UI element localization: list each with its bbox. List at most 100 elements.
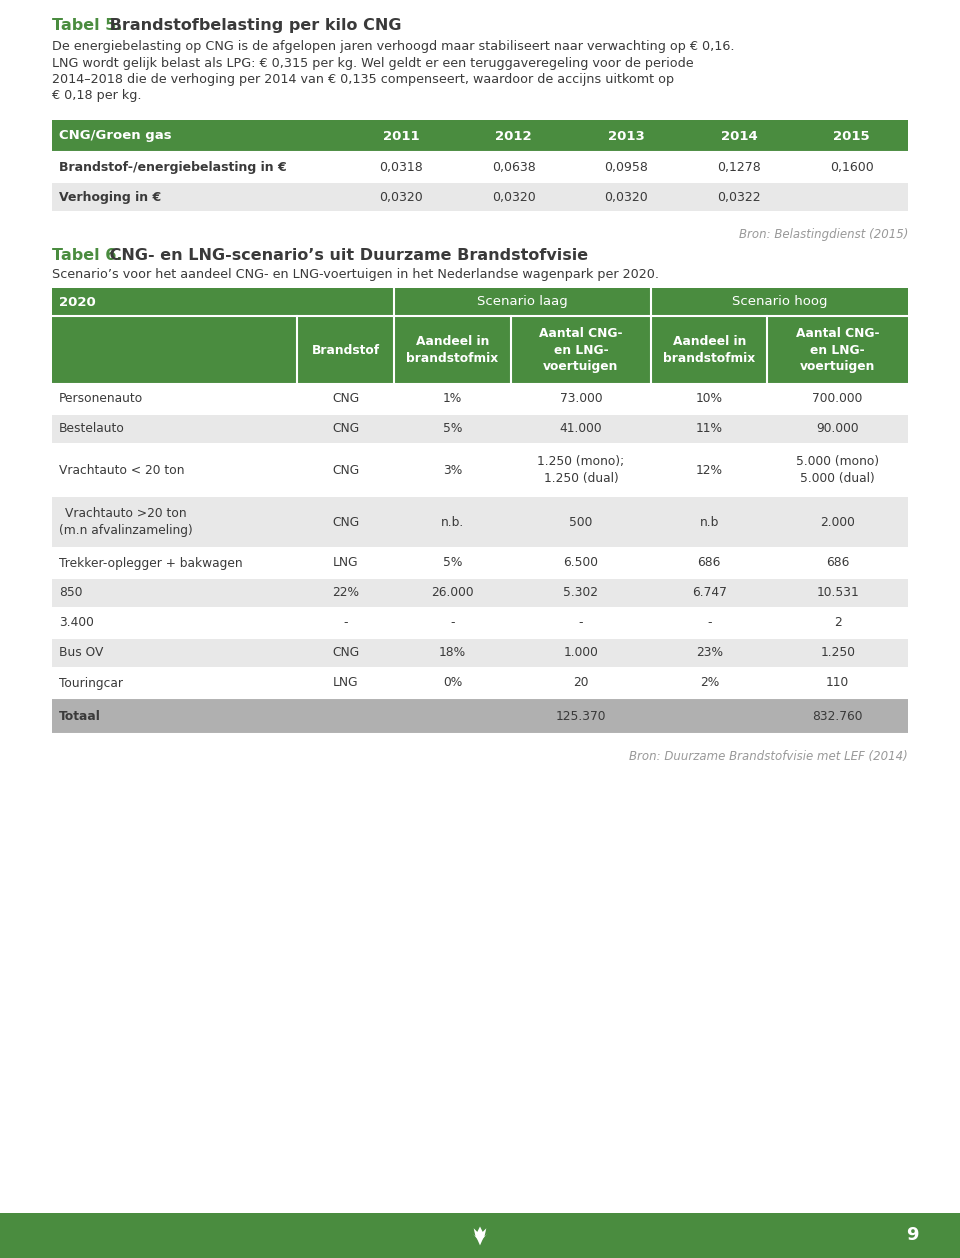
Text: 22%: 22% — [332, 586, 359, 600]
Text: 3%: 3% — [443, 463, 462, 477]
Text: Aantal CNG-
en LNG-
voertuigen: Aantal CNG- en LNG- voertuigen — [796, 327, 879, 374]
Text: 0,1600: 0,1600 — [829, 161, 874, 174]
Text: LNG: LNG — [333, 677, 358, 689]
Bar — [345, 182, 458, 213]
Text: Totaal: Totaal — [59, 710, 101, 722]
Text: Touringcar: Touringcar — [59, 677, 123, 689]
Text: 10.531: 10.531 — [816, 586, 859, 600]
Bar — [52, 120, 345, 152]
Text: 832.760: 832.760 — [812, 710, 863, 722]
Text: Bron: Belastingdienst (2015): Bron: Belastingdienst (2015) — [738, 228, 908, 242]
Text: 18%: 18% — [439, 647, 466, 659]
Bar — [458, 182, 570, 213]
Bar — [683, 120, 796, 152]
Text: 5%: 5% — [443, 556, 462, 570]
Text: Brandstof-/energiebelasting in €: Brandstof-/energiebelasting in € — [59, 161, 287, 174]
Bar — [683, 152, 796, 182]
Bar — [570, 152, 683, 182]
Text: Tabel 5.: Tabel 5. — [52, 18, 123, 33]
Bar — [345, 120, 458, 152]
Text: CNG: CNG — [332, 463, 359, 477]
Text: 686: 686 — [826, 556, 850, 570]
Text: 0%: 0% — [443, 677, 462, 689]
Text: 0,0638: 0,0638 — [492, 161, 536, 174]
Text: 12%: 12% — [696, 463, 723, 477]
Text: Scenario hoog: Scenario hoog — [732, 296, 828, 308]
Bar — [52, 384, 908, 414]
Bar — [52, 444, 908, 496]
Text: 3.400: 3.400 — [59, 616, 94, 629]
Bar — [52, 152, 345, 182]
Text: 23%: 23% — [696, 647, 723, 659]
Text: 41.000: 41.000 — [560, 423, 602, 435]
Text: Bestelauto: Bestelauto — [59, 423, 125, 435]
Text: Aandeel in
brandstofmix: Aandeel in brandstofmix — [663, 335, 756, 365]
Bar — [52, 316, 908, 384]
Text: LNG wordt gelijk belast als LPG: € 0,315 per kg. Wel geldt er een teruggaveregel: LNG wordt gelijk belast als LPG: € 0,315… — [52, 57, 694, 69]
Text: 1.250 (mono);
1.250 (dual): 1.250 (mono); 1.250 (dual) — [538, 455, 624, 484]
Bar — [52, 182, 345, 213]
Bar — [796, 152, 908, 182]
Bar — [52, 638, 908, 668]
Text: Brandstof: Brandstof — [311, 343, 379, 356]
Bar — [52, 548, 908, 577]
Text: 10%: 10% — [696, 392, 723, 405]
Text: 6.500: 6.500 — [564, 556, 598, 570]
Text: 2012: 2012 — [495, 130, 532, 142]
Text: -: - — [707, 616, 711, 629]
Text: Scenario’s voor het aandeel CNG- en LNG-voertuigen in het Nederlandse wagenpark : Scenario’s voor het aandeel CNG- en LNG-… — [52, 268, 659, 281]
Text: 11%: 11% — [696, 423, 723, 435]
Text: Vrachtauto >20 ton
(m.n afvalinzameling): Vrachtauto >20 ton (m.n afvalinzameling) — [59, 507, 193, 537]
Text: Bus OV: Bus OV — [59, 647, 104, 659]
Text: 1%: 1% — [443, 392, 462, 405]
Text: 0,0320: 0,0320 — [379, 190, 423, 204]
Text: De energiebelasting op CNG is de afgelopen jaren verhoogd maar stabiliseert naar: De energiebelasting op CNG is de afgelop… — [52, 40, 734, 53]
Text: Aandeel in
brandstofmix: Aandeel in brandstofmix — [406, 335, 498, 365]
Polygon shape — [472, 1227, 487, 1245]
Text: 2.000: 2.000 — [820, 516, 855, 528]
Bar — [52, 496, 908, 548]
Text: CNG/Groen gas: CNG/Groen gas — [59, 130, 172, 142]
Text: 2%: 2% — [700, 677, 719, 689]
Bar — [52, 288, 908, 316]
Text: 0,0318: 0,0318 — [379, 161, 423, 174]
Text: CNG: CNG — [332, 516, 359, 528]
Text: Vrachtauto < 20 ton: Vrachtauto < 20 ton — [59, 463, 184, 477]
Text: 6.747: 6.747 — [692, 586, 727, 600]
Text: 73.000: 73.000 — [560, 392, 602, 405]
Text: 1.250: 1.250 — [820, 647, 855, 659]
Text: 5%: 5% — [443, 423, 462, 435]
Bar — [570, 120, 683, 152]
Text: Bron: Duurzame Brandstofvisie met LEF (2014): Bron: Duurzame Brandstofvisie met LEF (2… — [629, 750, 908, 764]
Text: € 0,18 per kg.: € 0,18 per kg. — [52, 89, 141, 102]
Text: 125.370: 125.370 — [556, 710, 606, 722]
Text: CNG- en LNG-scenario’s uit Duurzame Brandstofvisie: CNG- en LNG-scenario’s uit Duurzame Bran… — [104, 248, 588, 263]
Bar — [52, 577, 908, 608]
Text: 700.000: 700.000 — [812, 392, 863, 405]
Text: 26.000: 26.000 — [431, 586, 474, 600]
Text: LNG: LNG — [333, 556, 358, 570]
Text: 0,0320: 0,0320 — [492, 190, 536, 204]
Text: 2: 2 — [834, 616, 842, 629]
Text: 2014: 2014 — [721, 130, 757, 142]
Bar — [458, 120, 570, 152]
Bar — [796, 120, 908, 152]
Text: -: - — [344, 616, 348, 629]
Text: 2013: 2013 — [608, 130, 645, 142]
Bar — [52, 608, 908, 638]
Text: 686: 686 — [698, 556, 721, 570]
Text: -: - — [450, 616, 455, 629]
Bar — [570, 182, 683, 213]
Text: CNG: CNG — [332, 647, 359, 659]
Text: 0,0320: 0,0320 — [605, 190, 648, 204]
Text: Verhoging in €: Verhoging in € — [59, 190, 161, 204]
Text: n.b.: n.b. — [441, 516, 464, 528]
Text: -: - — [579, 616, 583, 629]
Text: Trekker-oplegger + bakwagen: Trekker-oplegger + bakwagen — [59, 556, 243, 570]
Bar — [52, 698, 908, 733]
Text: Personenauto: Personenauto — [59, 392, 143, 405]
Text: CNG: CNG — [332, 423, 359, 435]
Text: 110: 110 — [826, 677, 850, 689]
Text: 0,0958: 0,0958 — [605, 161, 648, 174]
Text: 5.302: 5.302 — [564, 586, 598, 600]
